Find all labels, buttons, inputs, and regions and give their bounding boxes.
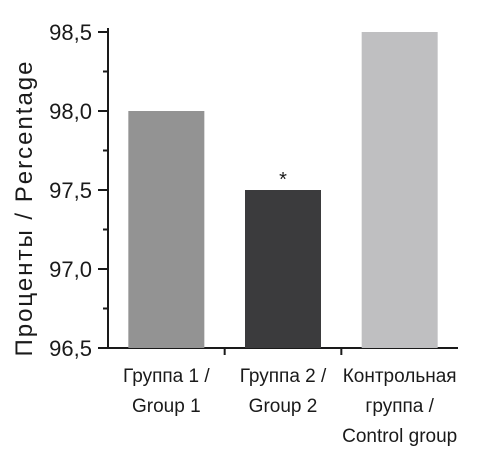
y-tick-label: 98,5 — [49, 20, 92, 45]
y-tick-label: 96,5 — [49, 336, 92, 361]
significance-marker: * — [279, 169, 287, 191]
y-tick-label: 97,0 — [49, 257, 92, 282]
x-tick-labels: Группа 1 /Group 1 Группа 2 /Group 2 Контро… — [123, 348, 457, 447]
bar — [245, 190, 321, 348]
y-axis-title: Проценты / Percentage — [11, 59, 38, 356]
annotations: * — [279, 169, 287, 191]
bar — [361, 32, 438, 348]
x-tick-label: Группа 2 /Group 2 — [240, 366, 327, 417]
y-tick-label: 98,0 — [49, 99, 92, 124]
y-axis-label: Проценты / Percentage — [11, 59, 38, 356]
x-tick-label: Контрольная группа / Control group — [342, 366, 457, 447]
y-ticks: 96,5 97,0 97,5 98,0 98,5 — [49, 20, 108, 361]
x-tick-label: Группа 1 /Group 1 — [123, 366, 210, 417]
bars — [128, 32, 438, 348]
y-tick-label: 97,5 — [49, 178, 92, 203]
bar — [128, 111, 205, 348]
